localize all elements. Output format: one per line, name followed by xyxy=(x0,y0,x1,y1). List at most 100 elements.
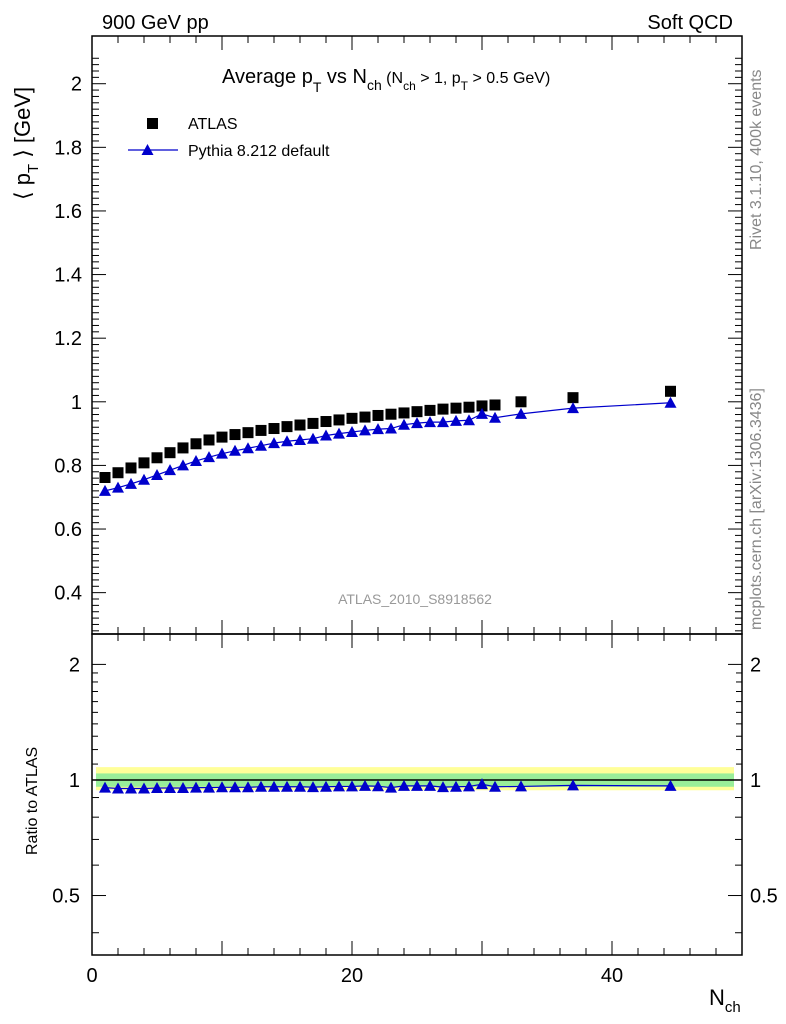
title-paren-close: > 0.5 GeV) xyxy=(468,70,550,87)
mc-point-28 xyxy=(463,414,475,426)
title-main: Average p xyxy=(222,66,313,88)
ratio-point-1 xyxy=(112,782,124,794)
atlas-point-0 xyxy=(99,472,111,484)
atlas-point-32 xyxy=(567,392,579,404)
ratio-point-33 xyxy=(664,779,677,791)
mc-point-7 xyxy=(190,454,202,466)
mc-point-12 xyxy=(255,439,267,451)
mc-point-8 xyxy=(203,451,215,463)
ratio-tick-label-left-0.5: 0.5 xyxy=(52,886,80,908)
atlas-point-24 xyxy=(411,406,423,418)
atlas-point-10 xyxy=(229,429,241,441)
atlas-point-17 xyxy=(320,416,332,428)
atlas-point-13 xyxy=(268,423,280,435)
x-axis-label-sub: ch xyxy=(725,999,741,1016)
ratio-point-25 xyxy=(424,779,436,791)
mc-point-3 xyxy=(138,473,150,485)
y-axis-label: ⟨ pT ⟩ [GeV] xyxy=(10,87,42,200)
y-axis-label-close: ⟩ [GeV] xyxy=(10,87,35,164)
mc-point-9 xyxy=(216,447,228,459)
x-tick-label-40: 40 xyxy=(601,965,623,987)
title-sub1: T xyxy=(313,79,322,95)
analysis-tag: ATLAS_2010_S8918562 xyxy=(338,591,492,607)
mc-point-33 xyxy=(664,396,677,408)
ratio-point-28 xyxy=(463,780,475,792)
atlas-point-26 xyxy=(437,403,449,415)
x-axis-label: Nch xyxy=(709,985,741,1016)
mc-line xyxy=(104,402,671,492)
mc-point-20 xyxy=(359,424,371,436)
mc-point-21 xyxy=(372,423,384,435)
y-axis-label-open: ⟨ p xyxy=(10,173,35,200)
atlas-point-9 xyxy=(216,431,228,443)
mc-point-0 xyxy=(99,484,111,496)
atlas-point-18 xyxy=(333,414,345,426)
ratio-point-15 xyxy=(294,780,306,792)
ratio-point-0 xyxy=(99,781,111,793)
ratio-point-7 xyxy=(190,781,202,793)
mc-point-22 xyxy=(385,422,397,434)
y-tick-label-1.6: 1.6 xyxy=(54,201,82,223)
mc-point-10 xyxy=(229,444,241,456)
mc-point-23 xyxy=(398,418,410,430)
ratio-point-32 xyxy=(567,779,579,791)
ratio-tick-label-right-0.5: 0.5 xyxy=(750,886,778,908)
ratio-point-30 xyxy=(489,780,501,792)
legend-mc-label: Pythia 8.212 default xyxy=(188,143,330,160)
y-tick-label-0.8: 0.8 xyxy=(54,455,82,477)
y-tick-label-1.4: 1.4 xyxy=(54,265,82,287)
ratio-point-20 xyxy=(359,779,371,791)
atlas-point-27 xyxy=(450,402,462,414)
ratio-series-layer xyxy=(99,778,677,794)
y-tick-label-2: 2 xyxy=(71,74,82,96)
mc-point-26 xyxy=(437,416,449,428)
side-text-rivet: Rivet 3.1.10, 400k events xyxy=(748,69,765,250)
mc-point-24 xyxy=(411,417,423,429)
mc-point-6 xyxy=(177,459,189,471)
mc-point-18 xyxy=(333,427,345,439)
ratio-tick-label-left-1: 1 xyxy=(69,770,80,792)
ratio-point-4 xyxy=(151,781,163,793)
series-layer xyxy=(99,385,677,496)
legend: ATLAS Pythia 8.212 default xyxy=(128,116,330,160)
ratio-point-23 xyxy=(398,779,410,791)
ratio-point-8 xyxy=(203,781,215,793)
axes: 0 20 40 0.4 0.6 0.8 1 1.2 1.4 1.6 1.8 2 0.5 0.5 1 1 2 2 xyxy=(52,35,778,987)
mc-point-31 xyxy=(515,407,527,419)
ratio-point-29 xyxy=(476,778,488,790)
atlas-point-7 xyxy=(190,438,202,450)
mc-point-29 xyxy=(476,407,488,419)
atlas-point-4 xyxy=(151,452,163,464)
y-tick-label-0.4: 0.4 xyxy=(54,583,82,605)
y-tick-label-1: 1 xyxy=(71,392,82,414)
ratio-point-27 xyxy=(450,780,462,792)
mc-point-13 xyxy=(268,437,280,449)
ratio-point-12 xyxy=(255,780,267,792)
header-left: 900 GeV pp xyxy=(102,12,209,34)
mc-point-5 xyxy=(164,464,176,476)
ratio-point-6 xyxy=(177,781,189,793)
atlas-point-3 xyxy=(138,457,150,469)
mc-point-16 xyxy=(307,432,319,444)
title-mid: vs N xyxy=(321,66,367,88)
x-axis-label-main: N xyxy=(709,985,725,1010)
ratio-point-18 xyxy=(333,780,345,792)
atlas-point-23 xyxy=(398,407,410,419)
ratio-point-31 xyxy=(515,780,527,792)
atlas-point-15 xyxy=(294,419,306,431)
mc-point-14 xyxy=(281,435,293,447)
ratio-point-10 xyxy=(229,781,241,793)
atlas-point-12 xyxy=(255,424,267,436)
atlas-point-22 xyxy=(385,408,397,420)
x-tick-label-20: 20 xyxy=(341,965,363,987)
title-paren-open: (N xyxy=(382,70,403,87)
ratio-point-19 xyxy=(346,780,358,792)
ratio-point-21 xyxy=(372,780,384,792)
atlas-point-25 xyxy=(424,404,436,416)
ratio-point-24 xyxy=(411,779,423,791)
mc-point-30 xyxy=(489,411,501,423)
ratio-point-13 xyxy=(268,780,280,792)
mc-point-1 xyxy=(112,481,124,493)
ratio-point-14 xyxy=(281,780,293,792)
